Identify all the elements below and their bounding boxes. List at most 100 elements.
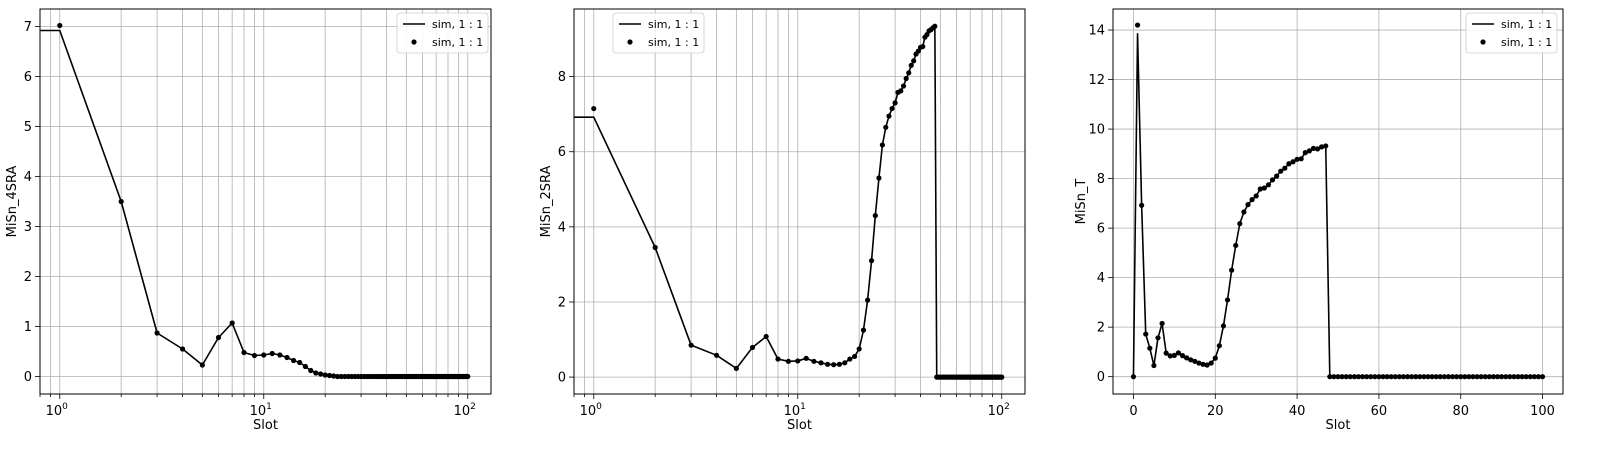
grid <box>39 9 491 394</box>
data-point <box>1319 144 1325 150</box>
data-point <box>1539 374 1546 380</box>
data-point <box>1204 362 1210 368</box>
data-point <box>1175 350 1182 356</box>
data-point <box>1274 173 1280 179</box>
data-point <box>932 23 938 29</box>
data-point <box>179 346 186 352</box>
data-point <box>1151 362 1157 369</box>
data-point <box>898 88 904 94</box>
data-point <box>1200 361 1206 367</box>
data-point <box>277 352 283 358</box>
legend-entry-label: sim, 1 : 1 <box>648 18 699 31</box>
data-point <box>1409 374 1415 380</box>
data-point <box>842 360 848 366</box>
y-axis-label: MiSn_T <box>1074 179 1089 225</box>
data-point <box>1139 202 1145 208</box>
data-point <box>1535 374 1542 380</box>
data-point <box>1241 209 1247 215</box>
data-point <box>1155 335 1161 341</box>
x-axis-label: Slot <box>1326 418 1351 433</box>
data-point <box>1134 22 1141 28</box>
chart-panel-1: 0 1 2 3 4 5 6 7 100 101 102 Slot MiSn_4SRA sim, 1 : 1… <box>5 8 492 433</box>
data-point <box>1196 360 1202 366</box>
data-point <box>1441 374 1447 380</box>
data-point <box>1372 374 1378 380</box>
data-point <box>1400 374 1407 380</box>
y-tick-label: 4 <box>24 170 32 185</box>
legend-marker-swatch <box>411 39 417 45</box>
series-line <box>1132 32 1543 378</box>
legend-entry-label: sim, 1 : 1 <box>1501 36 1552 49</box>
data-point <box>1257 186 1263 192</box>
data-point <box>1519 374 1525 380</box>
legend-box <box>396 12 489 54</box>
data-point <box>1355 374 1362 380</box>
data-point <box>1478 374 1484 380</box>
data-point <box>1306 148 1312 154</box>
data-point <box>1192 358 1198 364</box>
data-point <box>1380 374 1386 380</box>
data-point <box>1212 355 1218 361</box>
data-point <box>920 43 926 50</box>
data-point <box>868 258 875 264</box>
data-point <box>876 175 882 181</box>
legend-entry-label: sim, 1 : 1 <box>432 18 483 31</box>
data-point <box>1278 168 1284 174</box>
x-tick-label: 20 <box>1207 404 1224 419</box>
data-point <box>284 354 290 361</box>
data-point <box>847 356 853 362</box>
y-axis-label: MiSn_4SRA <box>5 166 20 238</box>
data-point <box>1458 374 1464 380</box>
data-point <box>889 105 895 112</box>
data-point <box>1445 374 1452 380</box>
data-point <box>1486 374 1492 380</box>
data-point <box>331 373 337 379</box>
data-point <box>1392 374 1398 380</box>
data-point <box>1184 355 1190 361</box>
x-tick-label: 102 <box>454 402 476 419</box>
data-point <box>1490 374 1497 380</box>
data-point <box>1343 374 1349 380</box>
data-point <box>1282 165 1288 171</box>
data-point <box>313 370 319 376</box>
plot-area <box>1130 22 1546 380</box>
axes-frame <box>1112 8 1564 395</box>
data-point <box>911 58 917 64</box>
data-point <box>1404 374 1411 380</box>
data-point <box>999 374 1005 380</box>
data-point <box>1433 374 1439 380</box>
data-point <box>199 362 205 368</box>
y-tick-label: 8 <box>1097 172 1105 187</box>
data-point <box>1454 374 1460 380</box>
data-point <box>1470 374 1476 380</box>
data-point <box>1290 159 1296 165</box>
data-point <box>1523 374 1529 380</box>
data-point <box>1179 353 1186 359</box>
data-point <box>1261 185 1267 191</box>
legend-marker-swatch <box>627 39 633 45</box>
data-point <box>818 360 824 366</box>
data-point <box>1351 374 1357 380</box>
x-tick-label: 102 <box>988 402 1010 419</box>
data-point <box>886 113 892 119</box>
data-point <box>1147 345 1153 351</box>
data-point <box>1188 357 1194 363</box>
data-point <box>261 352 267 358</box>
data-point <box>1216 343 1222 349</box>
data-point <box>269 350 275 357</box>
data-point <box>1503 374 1509 380</box>
data-point <box>1229 267 1235 273</box>
grid <box>1113 9 1563 394</box>
y-tick-label: 0 <box>24 370 32 385</box>
data-point <box>1429 374 1435 380</box>
data-point <box>713 352 720 358</box>
data-point <box>1376 374 1382 380</box>
x-tick-label: 0 <box>1129 404 1137 419</box>
data-point <box>1482 374 1488 380</box>
data-point <box>1364 374 1370 380</box>
x-tick-label: 40 <box>1289 404 1306 419</box>
data-point <box>1143 331 1149 337</box>
y-tick-label: 3 <box>24 220 32 235</box>
data-point <box>1494 374 1501 380</box>
data-point <box>831 362 837 368</box>
